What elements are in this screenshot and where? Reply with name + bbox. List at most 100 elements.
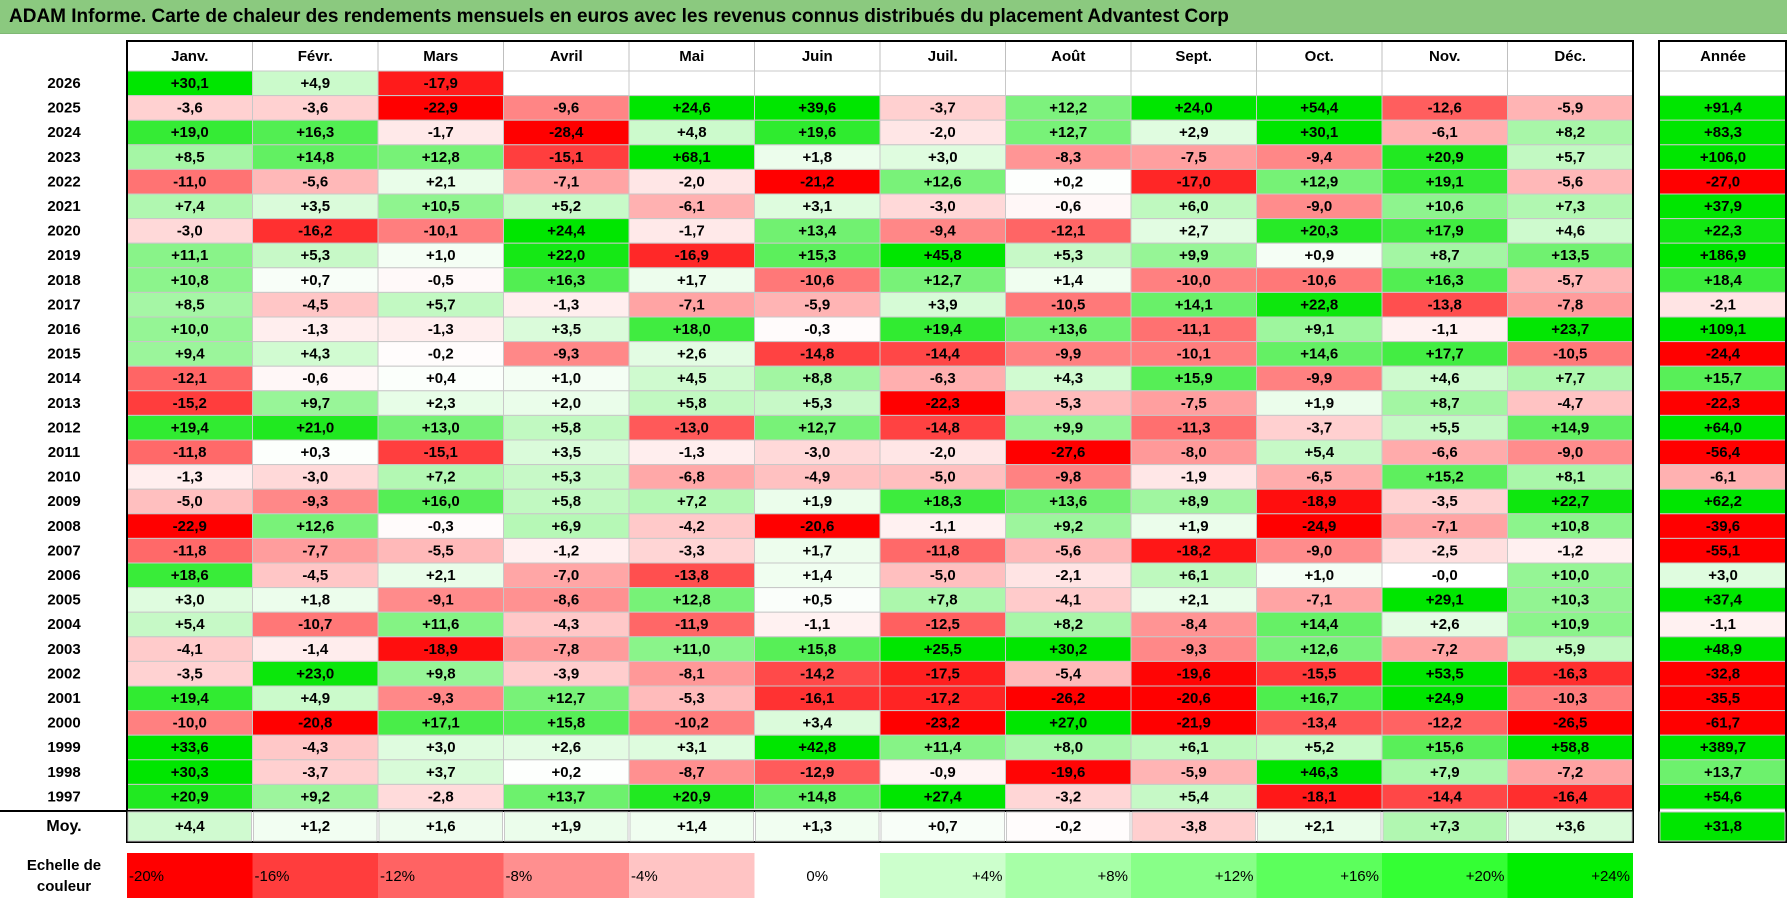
- annual-value: -2,1: [1710, 296, 1736, 313]
- cell-value: +7,8: [928, 592, 958, 609]
- annual-value: +37,9: [1704, 198, 1742, 215]
- row-year-label: 2019: [47, 247, 80, 264]
- cell-value: +2,0: [551, 395, 581, 412]
- cell-value: +3,4: [802, 715, 832, 732]
- heatmap-cell: [126, 168, 253, 195]
- cell-value: +6,1: [1179, 739, 1209, 756]
- annual-value: -61,7: [1706, 715, 1740, 732]
- heatmap-cell: [1507, 513, 1634, 539]
- heatmap-cell: [126, 365, 253, 392]
- cell-value: -5,9: [1181, 764, 1207, 781]
- heatmap-cell: [377, 168, 504, 195]
- heatmap-cell: [1256, 70, 1383, 97]
- cell-value: -4,3: [302, 739, 328, 756]
- cell-value: -1,4: [302, 641, 329, 658]
- cell-value: -21,2: [800, 173, 834, 190]
- cell-value: +19,4: [924, 321, 963, 338]
- heatmap-cell: [1256, 660, 1383, 687]
- cell-value: +14,8: [798, 788, 836, 805]
- row-year-label: 2006: [47, 567, 80, 584]
- cell-value: +5,7: [426, 296, 456, 313]
- heatmap-cell: [252, 734, 379, 761]
- cell-value: +53,5: [1426, 665, 1464, 682]
- cell-value: +30,2: [1049, 641, 1087, 658]
- annual-cell: [1658, 70, 1787, 97]
- cell-value: -13,8: [675, 567, 709, 584]
- month-header-label: Nov.: [1429, 48, 1460, 65]
- heatmap-cell: [754, 218, 881, 244]
- cell-value: +2,6: [1430, 616, 1460, 633]
- heatmap-cell: [628, 710, 755, 736]
- heatmap-cell: [754, 734, 881, 761]
- cell-value: +27,0: [1049, 715, 1087, 732]
- heatmap-cell: [1256, 390, 1383, 416]
- heatmap-cell: [503, 193, 630, 220]
- cell-value: +13,0: [422, 419, 460, 436]
- cell-value: -5,4: [1055, 665, 1082, 682]
- month-header-label: Janv.: [171, 48, 208, 65]
- cell-value: +9,9: [1179, 247, 1209, 264]
- cell-value: -7,1: [679, 296, 705, 313]
- cell-value: -3,7: [302, 764, 328, 781]
- heatmap-cell: [377, 193, 504, 220]
- average-cell: [1508, 811, 1633, 842]
- average-value: +2,1: [1304, 818, 1334, 835]
- heatmap-cell: [126, 267, 253, 293]
- cell-value: +15,2: [1426, 469, 1464, 486]
- cell-value: +10,0: [171, 321, 209, 338]
- cell-value: +9,4: [175, 346, 205, 363]
- heatmap-cell: [1507, 95, 1634, 121]
- cell-value: +12,9: [1300, 173, 1338, 190]
- cell-value: -20,6: [1177, 690, 1211, 707]
- cell-value: -7,1: [1306, 592, 1332, 609]
- cell-value: -1,7: [428, 124, 454, 141]
- cell-value: -8,3: [1055, 149, 1081, 166]
- cell-value: -3,3: [679, 542, 705, 559]
- annual-value: +389,7: [1700, 739, 1746, 756]
- heatmap-cell: [126, 439, 253, 466]
- cell-value: +7,2: [426, 469, 456, 486]
- average-value: +7,3: [1430, 818, 1460, 835]
- heatmap-cell: [126, 119, 253, 146]
- heatmap-cell: [628, 587, 755, 613]
- scale-swatch: [1507, 853, 1633, 898]
- cell-value: -14,8: [926, 419, 960, 436]
- cell-value: -20,6: [800, 518, 834, 535]
- cell-value: +27,4: [924, 788, 963, 805]
- cell-value: +3,5: [300, 198, 330, 215]
- heatmap-cell: [628, 168, 755, 195]
- heatmap-cell: [1130, 390, 1257, 416]
- heatmap-cell: [1381, 685, 1508, 712]
- heatmap-cell: [754, 70, 881, 97]
- annual-value: -6,1: [1710, 469, 1736, 486]
- heatmap-cell: [1130, 537, 1257, 564]
- heatmap-cell: [503, 710, 630, 736]
- heatmap-cell: [879, 119, 1006, 146]
- cell-value: +8,2: [1555, 124, 1585, 141]
- cell-value: +20,3: [1300, 223, 1338, 240]
- annual-cell: [1658, 168, 1787, 195]
- row-year-label: 2005: [47, 592, 80, 609]
- cell-value: -10,6: [800, 272, 834, 289]
- heatmap-cell: [503, 734, 630, 761]
- cell-value: -7,0: [553, 567, 579, 584]
- cell-value: +0,2: [1053, 173, 1083, 190]
- cell-value: -16,2: [298, 223, 332, 240]
- cell-value: -19,6: [1051, 764, 1085, 781]
- cell-value: -1,9: [1181, 469, 1207, 486]
- cell-value: +16,7: [1300, 690, 1338, 707]
- cell-value: -17,5: [926, 665, 960, 682]
- cell-value: +4,8: [677, 124, 707, 141]
- heatmap-cell: [1381, 783, 1508, 810]
- cell-value: -10,5: [1051, 296, 1085, 313]
- heatmap-cell: [1256, 168, 1383, 195]
- heatmap-cell: [1005, 70, 1132, 97]
- scale-stop-label: -16%: [255, 868, 290, 885]
- heatmap-cell: [1005, 168, 1132, 195]
- cell-value: -7,5: [1181, 149, 1207, 166]
- cell-value: -13,8: [1428, 296, 1462, 313]
- row-year-label: 2017: [47, 296, 80, 313]
- heatmap-cell: [628, 513, 755, 539]
- cell-value: +5,3: [1053, 247, 1083, 264]
- heatmap-cell: [1005, 488, 1132, 515]
